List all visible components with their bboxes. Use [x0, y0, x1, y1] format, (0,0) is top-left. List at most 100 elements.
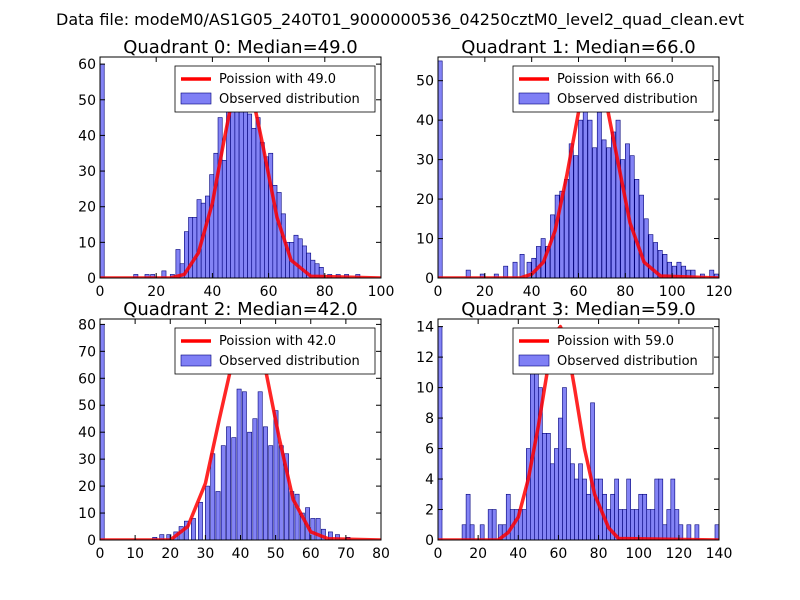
subplot-quadrant-2: 0 10 20 30 40 50 60 70 80 0 10 20 30 40 50 60 70 80 Quadra…: [78, 299, 390, 562]
histogram-bar: [566, 448, 571, 540]
histogram-bar: [259, 142, 265, 278]
histogram-bar: [297, 238, 303, 278]
histogram-bar: [578, 463, 583, 540]
y-tick-label: 40: [78, 425, 96, 441]
subplot-quadrant-3: 0 20 40 60 80 100 120 140 0 2 4 6 8 10 12 14 Quadrant 3:…: [416, 299, 732, 562]
y-tick-label: 8: [425, 411, 434, 427]
x-tick-label: 80: [316, 284, 334, 300]
histogram-bar: [620, 159, 626, 278]
subplot-title: Quadrant 2: Median=42.0: [123, 299, 358, 320]
histogram-bar: [618, 509, 623, 540]
y-tick-label: 50: [416, 74, 434, 90]
histogram-bar: [690, 269, 696, 278]
x-tick-label: 140: [706, 546, 733, 562]
x-tick-label: 20: [476, 284, 494, 300]
legend-label-poisson: Poission with 66.0: [557, 72, 674, 87]
histogram-bar: [622, 509, 627, 540]
x-tick-label: 0: [96, 546, 105, 562]
histogram-bar: [226, 426, 231, 540]
histogram-bar: [257, 391, 263, 540]
histogram-bar: [601, 139, 607, 278]
x-tick-label: 40: [232, 546, 250, 562]
histogram-bar: [554, 194, 560, 278]
histogram-bar: [438, 60, 443, 278]
histogram-bar: [276, 192, 282, 278]
histogram-bar: [479, 524, 485, 540]
y-tick-label: 20: [78, 200, 96, 216]
x-tick-label: 100: [659, 284, 686, 300]
x-tick-label: 80: [590, 546, 608, 562]
y-tick-label: 0: [87, 533, 96, 549]
x-tick-label: 60: [550, 546, 568, 562]
histogram-bar: [236, 388, 242, 540]
x-tick-label: 100: [625, 546, 652, 562]
histogram-bar: [667, 261, 672, 278]
histogram-bar: [653, 242, 658, 278]
x-tick-label: 20: [161, 546, 179, 562]
y-tick-label: 2: [425, 503, 434, 519]
x-tick-label: 100: [368, 284, 395, 300]
legend-label-observed: Observed distribution: [557, 92, 698, 107]
legend-bar-swatch: [518, 354, 550, 367]
histogram-bar: [536, 246, 541, 278]
histogram-bar: [562, 387, 567, 540]
x-tick-label: 60: [570, 284, 588, 300]
histogram-bar: [503, 265, 509, 278]
histogram-bar: [150, 274, 156, 278]
histogram-bar: [521, 509, 527, 540]
histogram-bar: [674, 509, 680, 540]
histogram-bar: [554, 448, 559, 540]
legend-label-poisson: Poission with 59.0: [557, 334, 674, 349]
y-tick-label: 20: [416, 192, 434, 208]
histogram-bar: [654, 478, 660, 540]
histogram-bar: [465, 269, 471, 278]
histogram-bar: [626, 478, 631, 540]
x-tick-label: 0: [434, 284, 443, 300]
x-tick-label: 30: [196, 546, 214, 562]
histogram-bar: [318, 267, 324, 278]
y-tick-label: 20: [78, 479, 96, 495]
histogram-bar: [578, 119, 584, 278]
axes-frame: [437, 318, 720, 541]
histogram-bar: [638, 493, 644, 540]
y-tick-label: 14: [416, 320, 434, 336]
histogram-bar: [273, 410, 279, 540]
y-tick-label: 0: [87, 271, 96, 287]
y-tick-label: 30: [416, 153, 434, 169]
x-tick-label: 60: [302, 546, 320, 562]
histogram-bar: [133, 274, 139, 278]
histogram-bar: [192, 217, 198, 278]
histogram-bar: [546, 433, 551, 540]
histogram-bar: [144, 274, 150, 278]
histogram-bar: [676, 261, 682, 278]
histogram-bar: [594, 478, 599, 540]
y-tick-label: 40: [416, 113, 434, 129]
histogram-bar: [666, 509, 672, 540]
histogram-bar: [606, 147, 612, 278]
y-tick-label: 6: [425, 442, 434, 458]
histogram-bar: [469, 524, 475, 540]
x-tick-label: 40: [523, 284, 541, 300]
x-tick-label: 80: [372, 546, 390, 562]
x-tick-label: 80: [616, 284, 634, 300]
x-tick-label: 0: [434, 546, 443, 562]
histogram-bar: [615, 119, 621, 278]
legend-label-observed: Observed distribution: [219, 92, 360, 107]
y-tick-label: 10: [416, 232, 434, 248]
histogram-bar: [614, 478, 619, 540]
x-tick-label: 20: [147, 284, 165, 300]
x-tick-label: 40: [203, 284, 221, 300]
y-tick-label: 50: [78, 398, 96, 414]
histogram-bar: [534, 372, 539, 540]
histogram-bar: [714, 524, 719, 540]
histogram-bar: [310, 518, 316, 540]
histogram-bar: [465, 493, 471, 540]
histogram-bar: [191, 518, 196, 540]
histogram-bar: [491, 509, 497, 540]
histogram-bar: [268, 445, 274, 540]
histogram-bar: [512, 261, 518, 278]
x-tick-label: 20: [469, 546, 487, 562]
histogram-bar: [550, 463, 555, 540]
y-tick-label: 10: [78, 235, 96, 251]
